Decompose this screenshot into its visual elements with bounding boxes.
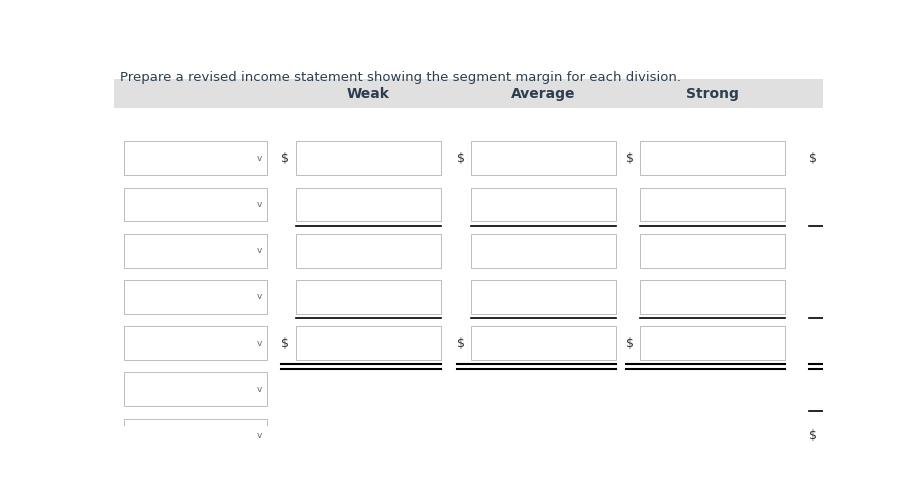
Text: Average: Average — [511, 87, 576, 101]
Bar — [123, 419, 267, 453]
Text: v: v — [257, 200, 262, 209]
Text: $: $ — [626, 152, 633, 165]
Bar — [640, 280, 785, 314]
Bar — [295, 234, 441, 268]
Text: v: v — [257, 385, 262, 394]
Text: v: v — [257, 246, 262, 255]
Bar — [640, 234, 785, 268]
Text: $: $ — [457, 337, 465, 350]
Bar — [640, 141, 785, 175]
Text: v: v — [257, 339, 262, 348]
Bar — [471, 234, 616, 268]
Text: $: $ — [810, 152, 817, 165]
Bar — [471, 188, 616, 221]
Text: $: $ — [281, 337, 289, 350]
Bar — [123, 141, 267, 175]
Bar — [471, 141, 616, 175]
Bar — [123, 234, 267, 268]
Text: $: $ — [626, 337, 633, 350]
Text: v: v — [257, 154, 262, 163]
Bar — [640, 326, 785, 360]
Bar — [295, 280, 441, 314]
Bar — [123, 280, 267, 314]
Bar — [123, 188, 267, 221]
Bar — [295, 141, 441, 175]
Text: $: $ — [810, 429, 817, 442]
Bar — [123, 372, 267, 406]
Bar — [295, 188, 441, 221]
Text: Prepare a revised income statement showing the segment margin for each division.: Prepare a revised income statement showi… — [121, 71, 682, 84]
Text: $: $ — [281, 152, 289, 165]
Text: v: v — [257, 293, 262, 301]
Bar — [114, 79, 823, 108]
Text: Strong: Strong — [686, 87, 739, 101]
Bar — [471, 280, 616, 314]
Text: Weak: Weak — [347, 87, 390, 101]
Text: $: $ — [457, 152, 465, 165]
Text: v: v — [257, 431, 262, 440]
Bar — [640, 188, 785, 221]
Bar — [295, 326, 441, 360]
Bar — [123, 326, 267, 360]
Bar — [471, 326, 616, 360]
